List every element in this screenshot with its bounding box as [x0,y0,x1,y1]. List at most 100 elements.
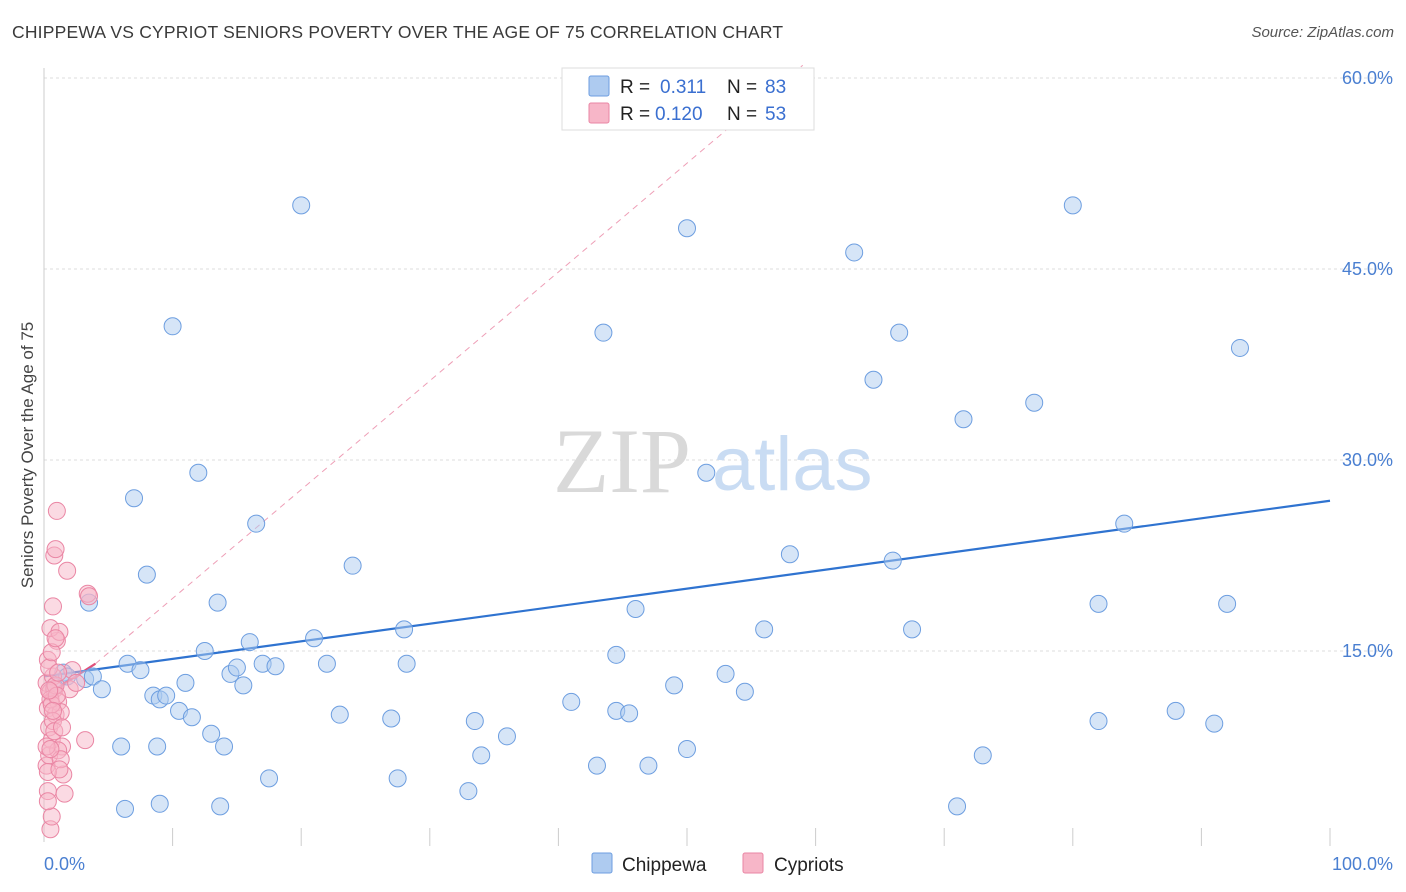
legend-r-value-cypriots: 0.120 [655,104,703,125]
data-point-chippewa-46 [587,756,606,775]
data-point-chippewa-69 [973,746,992,765]
data-point-cypriots-28 [67,673,86,692]
y-tick-label-0: 15.0% [1342,641,1393,661]
trend-lines [43,64,1331,698]
legend-n-value-cypriots: 53 [765,104,786,125]
data-point-cypriots-52 [38,792,57,811]
trend-line-chippewa [43,499,1331,678]
data-point-chippewa-74 [1115,514,1134,533]
data-point-cypriots-18 [47,501,66,520]
data-point-chippewa-58 [735,682,754,701]
data-point-cypriots-25 [58,561,77,580]
data-point-chippewa-82 [150,794,169,813]
data-point-chippewa-27 [234,676,253,695]
data-point-chippewa-33 [292,196,311,215]
source-label: Source: ZipAtlas.com [1251,24,1394,41]
data-point-chippewa-67 [948,797,967,816]
y-tick-label-1: 30.0% [1342,450,1393,470]
legend-n-value-chippewa: 83 [765,77,786,98]
grid [44,77,1393,652]
data-point-chippewa-24 [215,737,234,756]
data-point-chippewa-54 [678,219,696,238]
data-point-chippewa-11 [137,565,156,584]
data-point-chippewa-60 [780,545,799,564]
watermark-zip: ZIP [553,410,691,512]
y-tick-labels: 15.0% 30.0% 45.0% 60.0% [1342,68,1393,661]
data-point-chippewa-7 [112,737,131,756]
data-point-chippewa-57 [716,664,735,683]
data-point-chippewa-19 [182,708,201,727]
data-point-chippewa-64 [883,551,902,570]
data-point-cypriots-42 [80,587,99,606]
data-point-chippewa-21 [195,642,214,660]
data-point-chippewa-40 [397,654,416,673]
data-point-chippewa-55 [678,740,696,759]
data-point-chippewa-79 [388,769,407,788]
data-point-chippewa-80 [211,797,230,816]
data-point-cypriots-40 [76,731,95,750]
data-point-chippewa-71 [1063,196,1082,215]
data-point-chippewa-53 [665,676,684,695]
data-point-chippewa-63 [864,370,883,389]
data-point-cypriots-17 [46,540,65,559]
data-point-chippewa-59 [755,620,774,639]
data-point-cypriots-48 [40,681,59,700]
data-point-chippewa-45 [562,692,581,711]
data-point-chippewa-51 [626,599,645,618]
data-point-chippewa-9 [125,489,144,508]
data-point-chippewa-68 [954,410,973,429]
data-point-chippewa-18 [176,673,195,692]
x-tick-label-max: 100.0% [1332,854,1393,874]
chart-title: CHIPPEWA VS CYPRIOT SENIORS POVERTY OVER… [12,22,784,42]
legend-r-value-chippewa: 0.311 [660,77,706,98]
data-point-cypriots-51 [41,740,60,759]
data-point-chippewa-32 [266,657,285,676]
data-point-chippewa-47 [594,323,613,342]
bottom-legend-label-chippewa: Chippewa [622,855,707,876]
bottom-legend-swatch-cypriots [742,852,764,874]
data-point-cypriots-47 [49,663,68,682]
data-point-chippewa-43 [472,746,491,765]
data-point-cypriots-50 [53,718,72,737]
data-point-chippewa-62 [845,243,864,262]
data-point-cypriots-46 [46,629,65,648]
data-point-chippewa-31 [260,769,279,788]
data-point-chippewa-34 [305,629,324,648]
data-point-chippewa-75 [1166,701,1185,720]
data-point-chippewa-38 [382,709,401,728]
data-point-chippewa-48 [607,645,626,664]
legend-n-label-chippewa: N = [727,77,757,98]
data-point-chippewa-52 [639,756,658,775]
x-tick-label-min: 0.0% [44,854,85,874]
data-point-cypriots-15 [44,597,63,616]
data-points [37,69,1249,839]
data-point-chippewa-81 [116,799,135,818]
legend-n-label-cypriots: N = [727,104,757,125]
data-point-chippewa-22 [202,724,221,743]
data-point-cypriots-14 [42,807,61,826]
bottom-legend-swatch-chippewa [591,852,613,874]
data-point-chippewa-15 [157,686,176,705]
data-point-chippewa-37 [343,556,362,575]
watermark: ZIP atlas [553,410,873,512]
y-tick-label-2: 45.0% [1342,259,1393,279]
data-point-chippewa-65 [890,323,909,342]
data-point-chippewa-66 [903,620,922,639]
y-axis-label: Seniors Poverty Over the Age of 75 [18,322,37,588]
data-point-chippewa-77 [1218,594,1237,613]
data-point-chippewa-56 [697,463,716,482]
data-point-chippewa-42 [465,712,484,731]
data-point-chippewa-26 [227,658,246,677]
legend: R = 0.311 N = 83 R = 0.120 N = 53 [561,67,815,131]
data-point-chippewa-23 [208,593,227,612]
legend-r-label-chippewa: R = [620,77,650,98]
data-point-chippewa-10 [131,661,150,680]
legend-swatch-cypriots [588,102,610,124]
data-point-chippewa-5 [92,680,111,699]
data-point-chippewa-28 [240,633,259,652]
data-point-chippewa-78 [1230,338,1249,357]
bottom-legend-label-cypriots: Cypriots [774,855,844,876]
bottom-legend: Chippewa Cypriots [591,852,844,876]
legend-swatch-chippewa [588,75,610,97]
